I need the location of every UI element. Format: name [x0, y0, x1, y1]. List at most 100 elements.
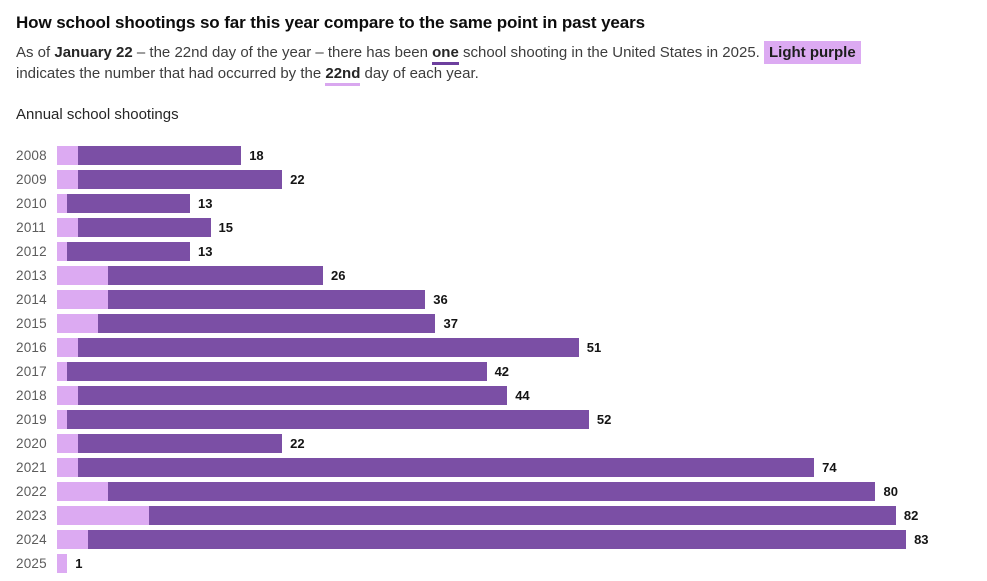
subtitle-text: indicates the number that had occurred b… — [16, 65, 326, 82]
bar-track — [57, 241, 190, 261]
value-label: 22 — [290, 435, 305, 451]
chart-row: 2017 42 — [16, 359, 971, 383]
bar-segment-by-day-22 — [57, 265, 109, 285]
year-label: 2024 — [16, 531, 47, 547]
value-label: 42 — [494, 363, 510, 379]
value-label: 51 — [586, 339, 602, 355]
year-label: 2022 — [16, 483, 47, 499]
bar-track — [57, 265, 323, 285]
bar-segment-by-day-22 — [57, 481, 109, 501]
value-label: 36 — [433, 291, 448, 307]
chart-row: 2010 13 — [16, 191, 971, 215]
year-label: 2018 — [16, 387, 47, 403]
year-label: 2017 — [16, 363, 47, 379]
value-label: 26 — [330, 267, 346, 283]
bar-segment-by-day-22 — [57, 145, 78, 165]
bar-track — [57, 529, 907, 549]
chart-row: 2024 83 — [16, 527, 971, 551]
year-label: 2019 — [16, 411, 47, 427]
bar-track — [57, 289, 426, 309]
value-label: 13 — [197, 195, 213, 211]
bar-segment-annual-total — [77, 145, 242, 165]
bar-segment-by-day-22 — [57, 241, 68, 261]
year-label: 2008 — [16, 147, 47, 163]
chart-row: 2023 82 — [16, 503, 971, 527]
value-label: 22 — [290, 171, 305, 187]
chart-row: 2012 13 — [16, 239, 971, 263]
value-label: 44 — [515, 387, 530, 403]
chart-row: 2020 22 — [16, 431, 971, 455]
value-label: 74 — [822, 459, 837, 475]
bar-segment-annual-total — [77, 385, 508, 405]
year-label: 2023 — [16, 507, 47, 523]
year-label: 2009 — [16, 171, 47, 187]
subtitle-text: school shooting in the United States in … — [458, 44, 765, 61]
value-label: 52 — [596, 411, 612, 427]
bar-track — [57, 193, 190, 213]
subtitle-text: As of — [16, 44, 55, 61]
bar-track — [57, 433, 283, 453]
bar-segment-by-day-22 — [57, 457, 78, 477]
chart-subtitle: As of January 22 – the 22nd day of the y… — [16, 41, 946, 86]
value-label: 37 — [443, 315, 458, 331]
bar-segment-annual-total — [108, 289, 426, 309]
chart-row: 2008 18 — [16, 143, 971, 167]
bar-track — [57, 145, 242, 165]
bar-segment-annual-total — [67, 193, 190, 213]
chart-row: 2016 51 — [16, 335, 971, 359]
year-label: 2011 — [16, 219, 46, 235]
bar-segment-by-day-22 — [57, 433, 78, 453]
chart-row: 2022 80 — [16, 479, 971, 503]
chart-row: 2015 37 — [16, 311, 971, 335]
bar-segment-annual-total — [67, 241, 190, 261]
year-label: 2012 — [16, 243, 47, 259]
chart-row: 2019 52 — [16, 407, 971, 431]
bar-segment-by-day-22 — [57, 529, 88, 549]
subtitle-text: day of each year. — [360, 65, 479, 82]
bar-segment-annual-total — [108, 265, 323, 285]
value-label: 15 — [218, 219, 233, 235]
bar-track — [57, 409, 589, 429]
bar-segment-by-day-22 — [57, 313, 98, 333]
year-label: 2025 — [16, 555, 47, 571]
year-label: 2010 — [16, 195, 47, 211]
chart-row: 2021 74 — [16, 455, 971, 479]
subtitle-light-purple-highlight: Light purple — [764, 41, 861, 64]
value-label: 13 — [197, 243, 213, 259]
year-label: 2016 — [16, 339, 47, 355]
year-label: 2014 — [16, 291, 47, 307]
chart-section-title: Annual school shootings — [16, 106, 179, 123]
bar-chart: 2008 18 2009 22 2010 13 2011 15 2012 13 2013 26 2014… — [16, 143, 971, 575]
year-label: 2020 — [16, 435, 47, 451]
bar-segment-by-day-22 — [57, 409, 68, 429]
bar-segment-annual-total — [77, 169, 283, 189]
chart-row: 2018 44 — [16, 383, 971, 407]
bar-track — [57, 457, 815, 477]
bar-segment-annual-total — [67, 409, 589, 429]
bar-segment-annual-total — [97, 313, 436, 333]
value-label: 18 — [249, 147, 264, 163]
chart-row: 2013 26 — [16, 263, 971, 287]
bar-segment-by-day-22 — [57, 193, 68, 213]
bar-segment-annual-total — [108, 481, 876, 501]
chart-row: 2009 22 — [16, 167, 971, 191]
bar-segment-by-day-22 — [57, 385, 78, 405]
page-title: How school shootings so far this year co… — [16, 13, 646, 32]
subtitle-22nd-underlined: 22nd — [325, 65, 361, 86]
bar-track — [57, 361, 487, 381]
bar-segment-annual-total — [67, 361, 487, 381]
subtitle-text: – the 22nd day of the year – there has b… — [132, 44, 433, 61]
bar-segment-annual-total — [77, 457, 815, 477]
value-label: 80 — [883, 483, 898, 499]
year-label: 2015 — [16, 315, 47, 331]
bar-track — [57, 217, 211, 237]
bar-segment-annual-total — [77, 433, 283, 453]
bar-segment-by-day-22 — [57, 553, 68, 573]
bar-track — [57, 313, 436, 333]
bar-track — [57, 553, 68, 573]
bar-segment-annual-total — [77, 337, 579, 357]
chart-row: 2014 36 — [16, 287, 971, 311]
year-label: 2021 — [16, 459, 47, 475]
bar-segment-by-day-22 — [57, 289, 109, 309]
